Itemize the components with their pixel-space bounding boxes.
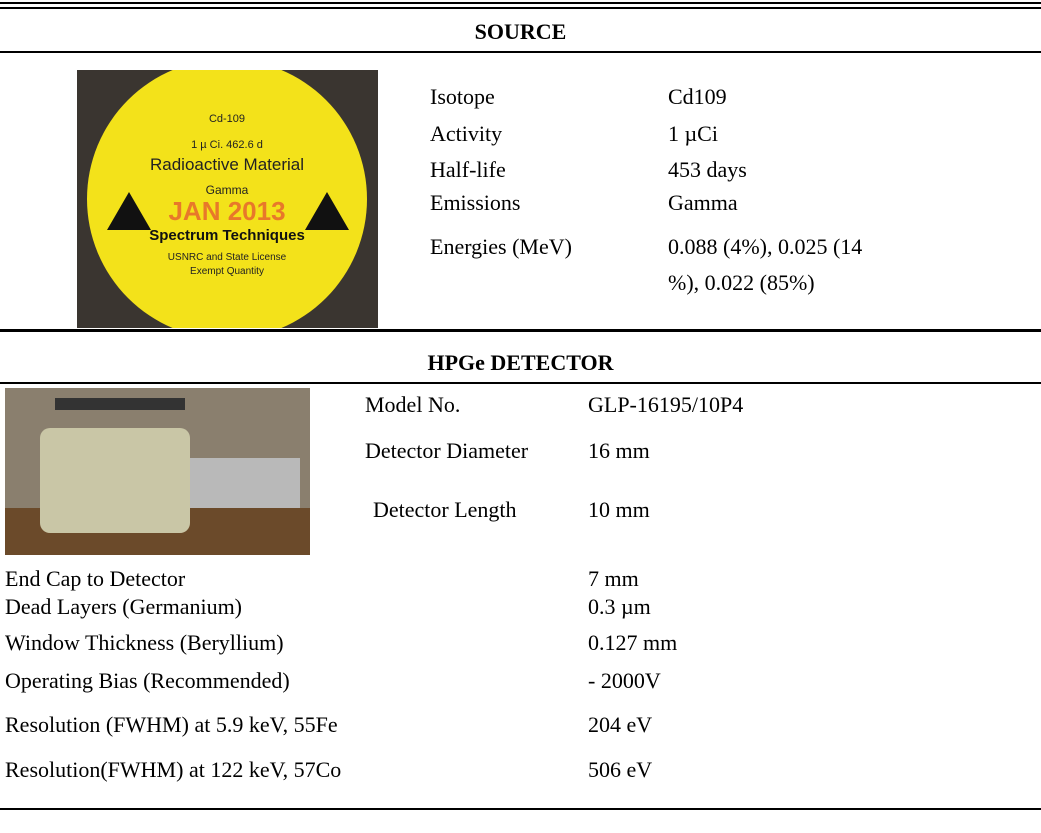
row-value: %), 0.022 (85%) [668,270,815,295]
row-value: Gamma [668,190,738,215]
row-label: Detector Diameter [365,438,529,463]
row-label: Resolution (FWHM) at 5.9 keV, 55Fe [5,712,338,737]
row-label: Resolution(FWHM) at 122 keV, 57Co [5,757,342,782]
row-value: 453 days [668,157,747,182]
row-label: Energies (MeV) [430,234,572,259]
row-value: 0.3 µm [588,594,651,619]
row-value: 506 eV [588,757,653,782]
row-value: 16 mm [588,438,650,463]
row-value: 0.127 mm [588,630,678,655]
row-label: Half-life [430,157,506,182]
detector-photo [5,388,310,555]
rule [0,329,1041,332]
row-value: 204 eV [588,712,653,737]
row-label: Dead Layers (Germanium) [5,594,243,619]
rule [0,2,1041,4]
rule [0,808,1041,810]
row-value: 10 mm [588,497,650,522]
photo-text: Gamma [206,183,249,197]
photo-text: Spectrum Techniques [149,227,305,244]
photo-text: Exempt Quantity [190,266,264,277]
photo-text: JAN 2013 [168,196,285,226]
row-label: Activity [430,121,503,146]
row-value: 0.088 (4%), 0.025 (14 [668,234,863,259]
section-title: HPGe DETECTOR [427,350,614,375]
source-photo: Cd-109 1 µ Ci. 462.6 d Radioactive Materia… [77,70,378,328]
section-title: SOURCE [474,19,567,44]
row-label: Emissions [430,190,521,215]
row-label: Operating Bias (Recommended) [5,668,290,693]
rule [0,382,1041,384]
photo-text: 1 µ Ci. 462.6 d [191,139,263,151]
row-label: Detector Length [373,497,517,522]
row-label: End Cap to Detector [5,566,186,591]
row-value: GLP-16195/10P4 [588,392,744,417]
photo-text: Radioactive Material [150,155,304,174]
photo-text: USNRC and State License [168,252,287,263]
photo-text: Cd-109 [209,113,245,125]
row-value: - 2000V [588,668,661,693]
row-label: Isotope [430,84,495,109]
rule [0,7,1041,9]
row-label: Model No. [365,392,461,417]
rule [0,51,1041,53]
row-label: Window Thickness (Beryllium) [5,630,284,655]
row-value: 7 mm [588,566,639,591]
row-value: 1 µCi [668,121,718,146]
row-value: Cd109 [668,84,727,109]
